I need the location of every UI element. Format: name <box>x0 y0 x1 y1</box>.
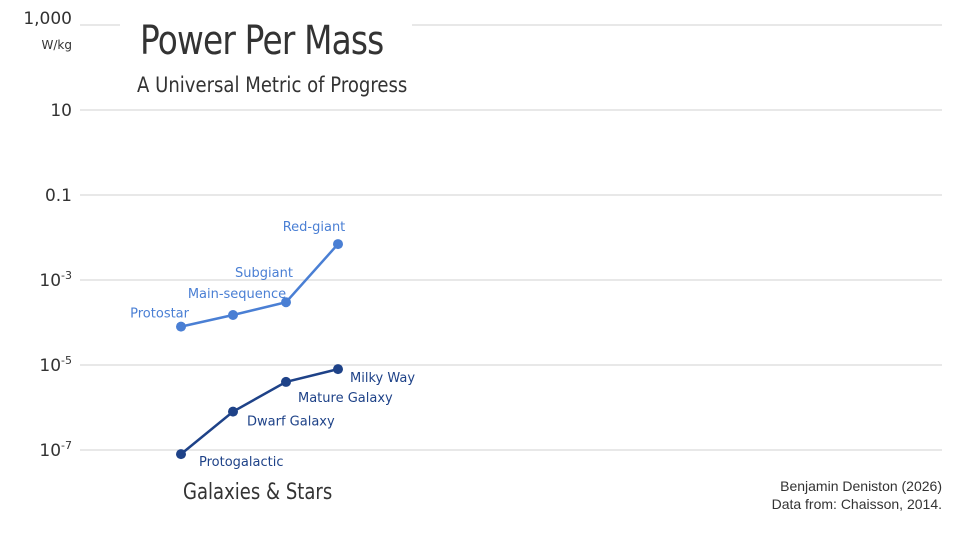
data-point <box>228 406 238 417</box>
point-label: Mature Galaxy <box>298 391 393 406</box>
point-label: Protogalactic <box>199 455 283 470</box>
credit-source: Data from: Chaisson, 2014. <box>771 496 942 512</box>
y-tick-label: 10-5 <box>39 354 72 376</box>
data-point <box>281 376 291 387</box>
data-point <box>333 239 343 250</box>
chart-title: Power Per Mass <box>140 18 384 64</box>
point-label: Red-giant <box>283 220 346 235</box>
data-point <box>228 310 238 321</box>
point-label: Subgiant <box>235 266 293 281</box>
title-background <box>120 8 412 104</box>
chart-subtitle: A Universal Metric of Progress <box>137 73 408 97</box>
credit-block: Benjamin Deniston (2026) Data from: Chai… <box>772 477 942 513</box>
series-line <box>180 243 339 328</box>
y-tick-label: 0.1 <box>45 186 72 206</box>
point-label: Milky Way <box>350 371 415 386</box>
credit-author: Benjamin Deniston (2026) <box>780 478 942 494</box>
y-tick-label: 10 <box>50 101 72 121</box>
group-label: Galaxies & Stars <box>183 480 333 505</box>
point-label: Main-sequence <box>188 287 286 302</box>
y-tick-label: 1,000 <box>23 9 72 29</box>
point-label: Protostar <box>130 307 190 322</box>
y-tick-label: 10-7 <box>39 439 72 461</box>
point-label: Dwarf Galaxy <box>247 415 335 430</box>
series-line <box>180 367 339 456</box>
y-unit-label: W/kg <box>42 38 72 52</box>
data-point <box>176 449 186 460</box>
y-tick-label: 10-3 <box>39 269 72 291</box>
data-point <box>176 321 186 332</box>
data-point <box>333 364 343 375</box>
data-point <box>281 297 291 308</box>
